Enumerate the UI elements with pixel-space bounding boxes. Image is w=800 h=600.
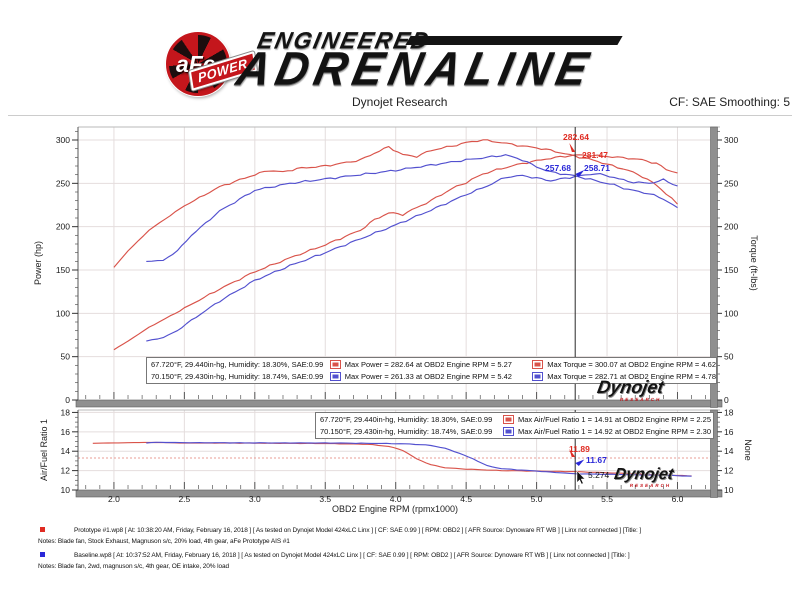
run-note-prototype: Prototype #1.wp8 [ At: 10:38:20 AM, Frid…	[38, 525, 792, 547]
svg-text:18: 18	[724, 407, 734, 417]
dynojet-watermark: Dynojet RESEARCH	[595, 377, 666, 402]
svg-text:0: 0	[724, 395, 729, 405]
cursor-red-torque-value: 281.47	[582, 150, 608, 160]
svg-text:12: 12	[61, 466, 71, 476]
legend-row-prototype: 67.720°F, 29.440in-hg, Humidity: 18.30%,…	[151, 359, 716, 371]
blue-series-marker-icon	[329, 371, 341, 381]
svg-text:150: 150	[724, 265, 738, 275]
dynojet-logo-text: Dynojet	[612, 466, 675, 483]
x-axis-label: OBD2 Engine RPM (rpmx1000)	[331, 504, 459, 514]
svg-text:10: 10	[61, 485, 71, 495]
svg-text:200: 200	[724, 222, 738, 232]
max-power-red: Max Power = 282.64 at OBD2 Engine RPM = …	[344, 360, 512, 370]
main-chart-legend: 67.720°F, 29.440in-hg, Humidity: 18.30%,…	[146, 357, 717, 384]
max-afr-blue: Max Air/Fuel Ratio 1 = 14.92 at OBD2 Eng…	[518, 426, 712, 436]
env-conditions: 67.720°F, 29.440in-hg, Humidity: 18.30%,…	[320, 415, 493, 425]
max-torque-red: Max Torque = 300.07 at OBD2 Engine RPM =…	[547, 360, 716, 370]
svg-text:250: 250	[724, 178, 738, 188]
svg-text:16: 16	[61, 427, 71, 437]
cursor-blue-afr-value: 11.67	[586, 455, 607, 465]
run-notes-text: Notes: Blade fan, Stock Exhaust, Magnuso…	[38, 538, 290, 545]
blue-run-bullet-icon	[40, 552, 45, 557]
cursor-rpm-value: 5.274	[588, 470, 610, 480]
max-power-blue: Max Power = 261.33 at OBD2 Engine RPM = …	[344, 371, 512, 381]
report-title: Dynojet Research	[352, 95, 448, 109]
svg-text:250: 250	[56, 178, 70, 188]
svg-text:6.0: 6.0	[672, 494, 684, 504]
registered-mark-icon: ®	[223, 37, 229, 44]
cursor-blue-power-value: 257.68	[545, 163, 571, 173]
max-afr-red: Max Air/Fuel Ratio 1 = 14.91 at OBD2 Eng…	[518, 415, 712, 425]
svg-text:4.5: 4.5	[460, 494, 472, 504]
legend-row-baseline: 70.150°F, 29.430in-hg, Humidity: 18.74%,…	[320, 426, 713, 438]
main-left-axis-label: Power (hp)	[33, 240, 43, 286]
svg-text:50: 50	[724, 352, 734, 362]
run-file-info: Prototype #1.wp8 [ At: 10:38:20 AM, Frid…	[74, 527, 642, 534]
run-file-info: Baseline.wp8 [ At: 10:37:52 AM, Friday, …	[74, 552, 630, 559]
svg-text:10: 10	[724, 485, 734, 495]
header-divider	[8, 115, 792, 116]
afr-left-axis-label: Air/Fuel Ratio 1	[39, 418, 49, 482]
legend-row-baseline: 70.150°F, 29.430in-hg, Humidity: 18.74%,…	[151, 371, 716, 383]
svg-text:300: 300	[56, 135, 70, 145]
svg-text:2.5: 2.5	[178, 494, 190, 504]
run-notes-text: Notes: Blade fan, 2wd, magnuson s/c, 4th…	[38, 563, 230, 570]
cursor-red-afr-value: 11.89	[569, 444, 590, 454]
svg-text:3.0: 3.0	[249, 494, 261, 504]
dynojet-logo-subtext: RESEARCH	[619, 397, 662, 402]
svg-text:18: 18	[61, 407, 71, 417]
smoothing-setting: CF: SAE Smoothing: 5	[669, 95, 790, 109]
svg-text:200: 200	[56, 222, 70, 232]
svg-text:3.5: 3.5	[319, 494, 331, 504]
svg-text:2.0: 2.0	[108, 494, 120, 504]
red-series-marker-icon	[503, 415, 514, 425]
svg-text:0: 0	[65, 395, 70, 405]
dynojet-watermark: Dynojet RESEARCH	[612, 466, 675, 488]
svg-text:4.0: 4.0	[390, 494, 402, 504]
svg-text:16: 16	[724, 427, 734, 437]
svg-text:150: 150	[56, 265, 70, 275]
blue-series-marker-icon	[532, 371, 544, 381]
legend-row-prototype: 67.720°F, 29.440in-hg, Humidity: 18.30%,…	[320, 414, 713, 426]
svg-text:5.0: 5.0	[531, 494, 543, 504]
svg-text:100: 100	[724, 308, 738, 318]
env-conditions: 67.720°F, 29.440in-hg, Humidity: 18.30%,…	[151, 360, 324, 370]
dynojet-logo-text: Dynojet	[595, 377, 666, 397]
run-note-baseline: Baseline.wp8 [ At: 10:37:52 AM, Friday, …	[38, 550, 792, 572]
svg-text:12: 12	[724, 466, 734, 476]
svg-text:50: 50	[61, 352, 71, 362]
svg-text:300: 300	[724, 135, 738, 145]
max-torque-blue: Max Torque = 282.71 at OBD2 Engine RPM =…	[547, 371, 716, 381]
red-run-bullet-icon	[40, 527, 45, 532]
red-series-marker-icon	[532, 360, 544, 370]
dynojet-logo-subtext: RESEARCH	[629, 483, 672, 488]
env-conditions: 70.150°F, 29.430in-hg, Humidity: 18.74%,…	[320, 426, 493, 436]
svg-text:14: 14	[61, 446, 71, 456]
svg-text:100: 100	[56, 308, 70, 318]
afr-chart-legend: 67.720°F, 29.440in-hg, Humidity: 18.30%,…	[315, 412, 714, 439]
afr-right-axis-label: None	[743, 439, 753, 461]
red-series-marker-icon	[329, 360, 341, 370]
svg-text:14: 14	[724, 446, 734, 456]
blue-series-marker-icon	[503, 426, 514, 436]
main-right-axis-label: Torque (ft-lbs)	[749, 235, 759, 291]
env-conditions: 70.150°F, 29.430in-hg, Humidity: 18.74%,…	[151, 371, 324, 381]
svg-text:5.5: 5.5	[601, 494, 613, 504]
cursor-blue-torque-value: 258.71	[584, 163, 610, 173]
cursor-red-power-value: 282.64	[563, 132, 589, 142]
